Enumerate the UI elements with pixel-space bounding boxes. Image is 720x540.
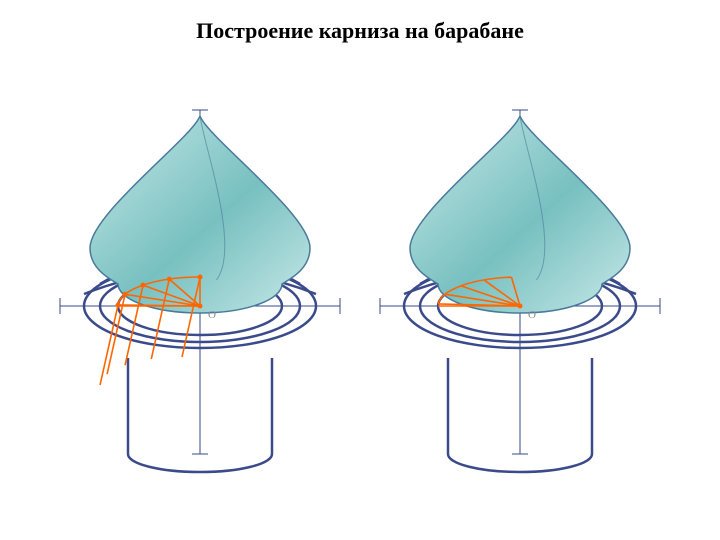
center-label: O <box>528 309 536 321</box>
diagram-left: O <box>40 54 360 474</box>
figure-row: O O <box>0 54 720 474</box>
drum-bottom-arc <box>128 454 272 472</box>
onion-dome <box>410 116 630 313</box>
diagram-right: O <box>360 54 680 474</box>
drum-bottom-arc <box>448 454 592 472</box>
page-title: Построение карниза на барабане <box>0 0 720 44</box>
center-label: O <box>208 309 216 321</box>
